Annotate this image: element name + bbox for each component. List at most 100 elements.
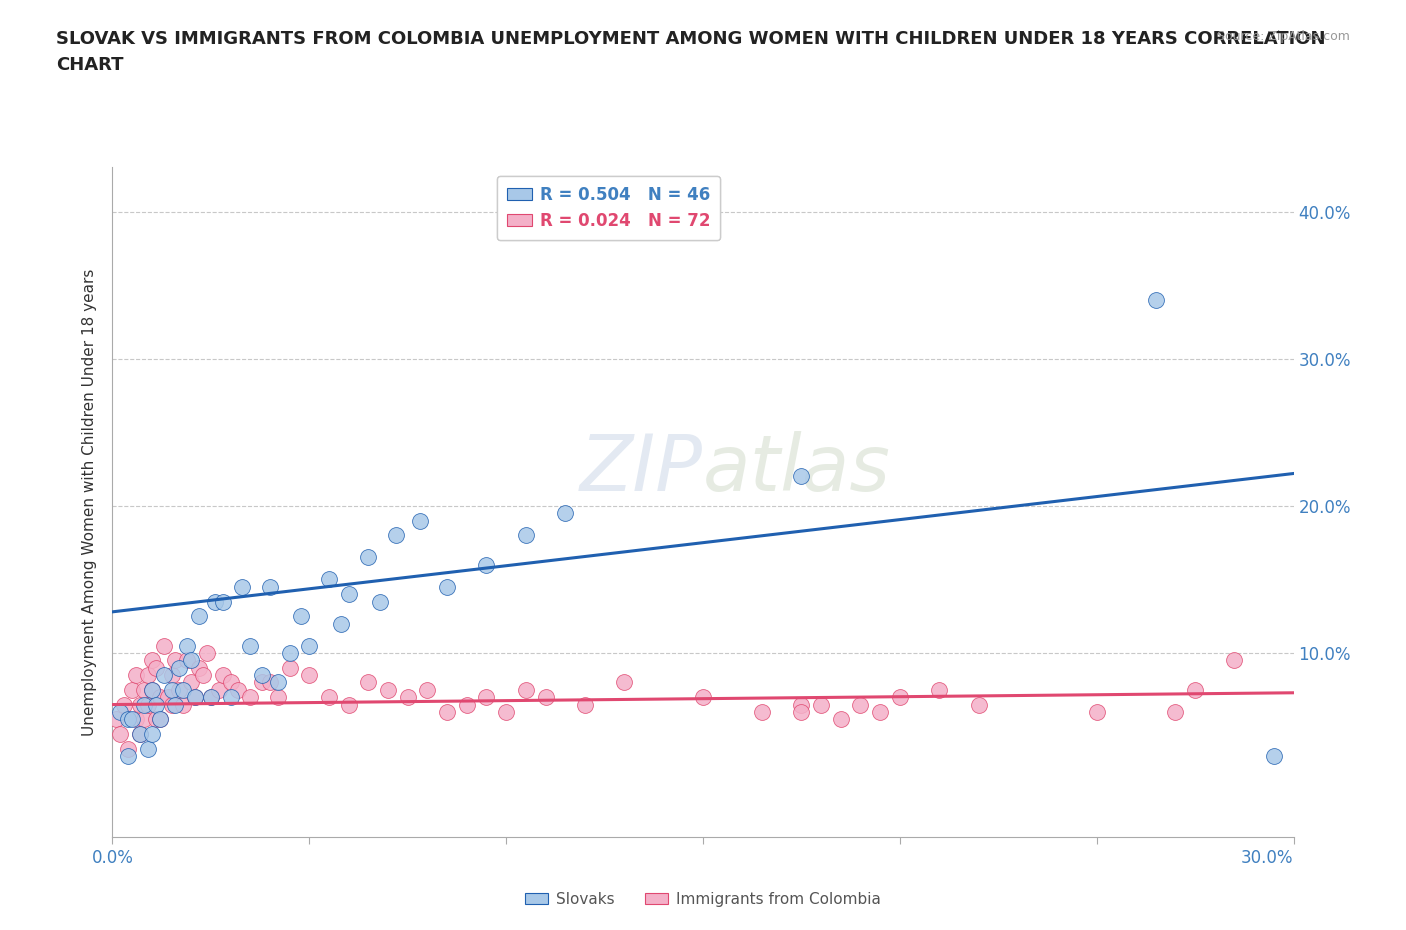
Point: [534, 690, 557, 705]
Point: [267, 675, 290, 690]
Point: [149, 711, 172, 726]
Point: [145, 711, 167, 726]
Point: [110, 704, 132, 719]
Point: [869, 704, 891, 719]
Point: [165, 653, 187, 668]
Point: [337, 698, 360, 712]
Point: [152, 668, 174, 683]
Point: [184, 690, 207, 705]
Point: [416, 683, 439, 698]
Point: [456, 698, 478, 712]
Point: [172, 683, 194, 698]
Point: [408, 513, 430, 528]
Legend: R = 0.504   N = 46, R = 0.024   N = 72: R = 0.504 N = 46, R = 0.024 N = 72: [496, 176, 720, 240]
Point: [259, 675, 281, 690]
Point: [132, 683, 155, 698]
Point: [613, 675, 636, 690]
Point: [136, 741, 159, 756]
Point: [132, 698, 155, 712]
Legend: Slovaks, Immigrants from Colombia: Slovaks, Immigrants from Colombia: [519, 886, 887, 913]
Point: [160, 698, 183, 712]
Point: [515, 683, 537, 698]
Point: [129, 698, 152, 712]
Point: [160, 668, 183, 683]
Point: [385, 528, 408, 543]
Point: [180, 653, 202, 668]
Point: [125, 668, 148, 683]
Point: [1223, 653, 1246, 668]
Point: [195, 645, 218, 660]
Point: [129, 726, 152, 741]
Point: [149, 711, 172, 726]
Point: [110, 726, 132, 741]
Text: Source: ZipAtlas.com: Source: ZipAtlas.com: [1216, 30, 1350, 43]
Point: [692, 690, 714, 705]
Point: [436, 704, 458, 719]
Point: [790, 704, 813, 719]
Point: [156, 690, 179, 705]
Point: [298, 638, 321, 653]
Point: [239, 638, 262, 653]
Point: [152, 638, 174, 653]
Point: [211, 668, 233, 683]
Point: [357, 675, 380, 690]
Point: [200, 690, 222, 705]
Point: [125, 711, 148, 726]
Point: [204, 594, 226, 609]
Y-axis label: Unemployment Among Women with Children Under 18 years: Unemployment Among Women with Children U…: [82, 269, 97, 736]
Point: [141, 653, 163, 668]
Point: [495, 704, 517, 719]
Point: [329, 617, 352, 631]
Point: [751, 704, 773, 719]
Point: [810, 698, 832, 712]
Point: [967, 698, 990, 712]
Point: [176, 653, 198, 668]
Point: [208, 683, 231, 698]
Point: [250, 668, 273, 683]
Point: [1144, 292, 1167, 307]
Text: 30.0%: 30.0%: [1241, 849, 1294, 867]
Point: [1184, 683, 1206, 698]
Point: [290, 609, 312, 624]
Point: [145, 660, 167, 675]
Text: atlas: atlas: [703, 431, 891, 507]
Point: [396, 690, 419, 705]
Point: [117, 711, 139, 726]
Point: [228, 683, 250, 698]
Point: [117, 749, 139, 764]
Point: [145, 698, 167, 712]
Point: [267, 690, 290, 705]
Point: [318, 572, 340, 587]
Point: [141, 683, 163, 698]
Point: [219, 675, 242, 690]
Text: ZIP: ZIP: [581, 431, 703, 507]
Point: [211, 594, 233, 609]
Point: [105, 711, 128, 726]
Text: SLOVAK VS IMMIGRANTS FROM COLOMBIA UNEMPLOYMENT AMONG WOMEN WITH CHILDREN UNDER : SLOVAK VS IMMIGRANTS FROM COLOMBIA UNEMP…: [56, 30, 1326, 74]
Point: [436, 579, 458, 594]
Point: [337, 587, 360, 602]
Point: [259, 579, 281, 594]
Point: [475, 690, 498, 705]
Point: [169, 683, 191, 698]
Point: [357, 550, 380, 565]
Point: [889, 690, 911, 705]
Point: [219, 690, 242, 705]
Point: [830, 711, 852, 726]
Point: [141, 726, 163, 741]
Point: [184, 690, 207, 705]
Point: [117, 741, 139, 756]
Point: [149, 690, 172, 705]
Point: [239, 690, 262, 705]
Point: [129, 726, 152, 741]
Point: [231, 579, 253, 594]
Point: [136, 698, 159, 712]
Point: [278, 660, 301, 675]
Point: [554, 506, 576, 521]
Point: [475, 557, 498, 572]
Point: [180, 675, 202, 690]
Point: [515, 528, 537, 543]
Point: [160, 683, 183, 698]
Point: [172, 698, 194, 712]
Point: [188, 609, 211, 624]
